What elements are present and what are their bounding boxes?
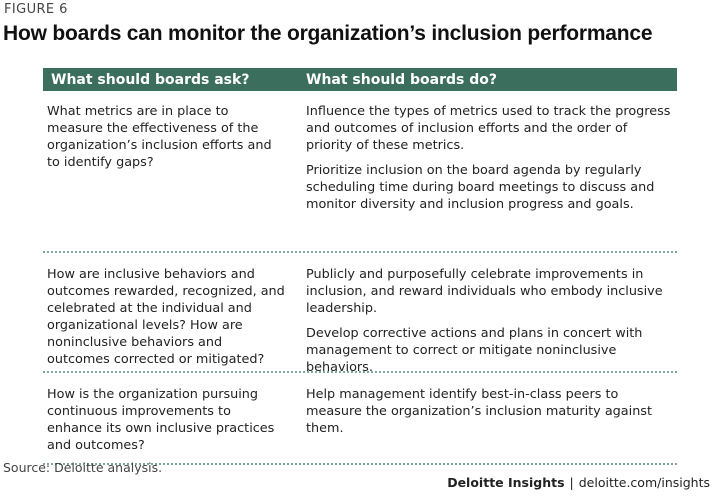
recommendations-table: What should boards ask? What should boar…	[43, 68, 677, 465]
footer-credit: Deloitte Insights | deloitte.com/insights	[447, 475, 710, 490]
table-row: How are inclusive behaviors and outcomes…	[43, 253, 677, 375]
question-cell: How are inclusive behaviors and outcomes…	[47, 267, 285, 367]
actions-cell: Publicly and purposefully celebrate impr…	[296, 266, 677, 375]
action-text: Help management identify best-in-class p…	[306, 387, 652, 436]
header-do: What should boards do?	[306, 71, 497, 88]
actions-cell: Influence the types of metrics used to t…	[296, 103, 677, 251]
action-text: Develop corrective actions and plans in …	[306, 326, 643, 375]
footer-url[interactable]: deloitte.com/insights	[578, 475, 710, 490]
brand-name: Deloitte Insights	[447, 475, 565, 490]
figure-label: FIGURE 6	[4, 2, 68, 17]
question-cell: What metrics are in place to measure the…	[47, 104, 272, 170]
footer-separator: |	[569, 475, 574, 490]
source-note: Source: Deloitte analysis.	[3, 460, 163, 475]
action-text: Prioritize inclusion on the board agenda…	[306, 163, 655, 212]
action-text: Publicly and purposefully celebrate impr…	[306, 267, 663, 316]
question-cell: How is the organization pursuing continu…	[47, 387, 275, 453]
table-row: How is the organization pursuing continu…	[43, 373, 677, 465]
header-ask: What should boards ask?	[51, 71, 250, 88]
actions-cell: Help management identify best-in-class p…	[296, 386, 677, 463]
table-row: What metrics are in place to measure the…	[43, 91, 677, 253]
action-text: Influence the types of metrics used to t…	[306, 104, 671, 153]
figure-title: How boards can monitor the organization’…	[3, 22, 653, 45]
table-header: What should boards ask? What should boar…	[43, 68, 677, 91]
